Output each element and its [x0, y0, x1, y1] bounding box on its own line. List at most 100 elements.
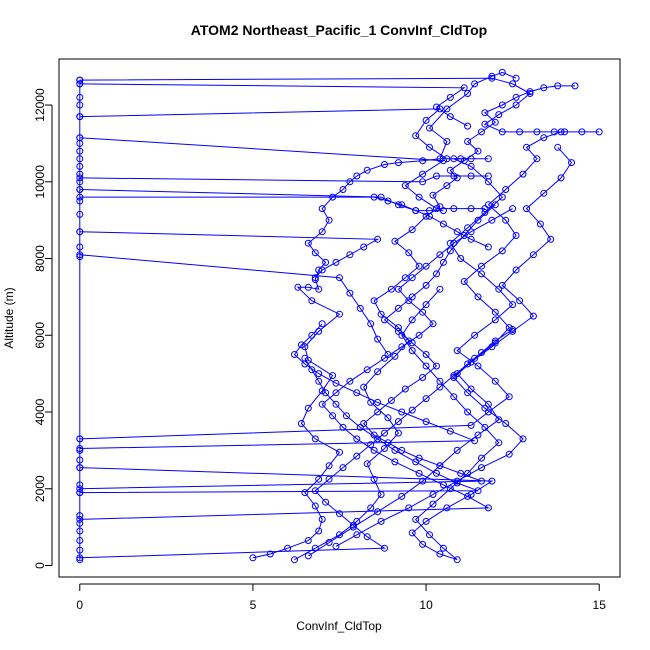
- data-point: [446, 247, 454, 255]
- data-point: [464, 360, 472, 368]
- data-point: [478, 464, 485, 472]
- y-tick-label: 12000: [33, 88, 47, 122]
- data-point: [436, 251, 444, 259]
- data-point: [377, 310, 385, 318]
- data-point: [76, 113, 84, 121]
- data-point: [356, 304, 364, 312]
- data-point: [346, 178, 354, 186]
- data-point: [374, 368, 382, 376]
- data-point: [450, 239, 458, 247]
- data-point: [311, 249, 319, 257]
- data-point: [336, 448, 343, 456]
- data-point: [297, 341, 305, 349]
- data-point: [450, 393, 458, 401]
- series-line: [79, 329, 513, 559]
- data-point: [446, 93, 454, 101]
- series-line: [79, 204, 496, 490]
- data-point: [398, 343, 406, 351]
- data-point: [370, 297, 378, 305]
- data-point: [339, 423, 347, 431]
- data-point: [308, 297, 316, 305]
- data-point: [495, 416, 503, 424]
- data-point: [415, 331, 423, 339]
- data-point: [76, 446, 84, 454]
- data-point: [464, 122, 472, 130]
- data-point: [526, 90, 534, 97]
- data-point: [491, 337, 499, 345]
- data-point: [76, 435, 84, 443]
- data-point: [557, 174, 565, 182]
- data-point: [426, 531, 433, 539]
- data-point: [457, 469, 465, 477]
- data-point: [318, 320, 326, 328]
- data-point: [360, 243, 368, 251]
- data-point: [391, 237, 399, 245]
- data-point: [474, 293, 482, 301]
- data-point: [311, 274, 319, 282]
- series-13: [76, 134, 489, 213]
- data-point: [498, 247, 506, 255]
- series-20: [76, 320, 479, 452]
- data-point: [322, 389, 330, 397]
- data-point: [467, 235, 475, 243]
- data-point: [478, 349, 485, 356]
- data-point: [315, 377, 323, 385]
- data-point: [363, 166, 371, 174]
- data-point: [76, 546, 84, 554]
- data-point: [339, 464, 347, 472]
- data-point: [353, 389, 361, 397]
- data-point: [419, 308, 427, 316]
- data-point: [405, 504, 413, 512]
- data-point: [332, 389, 340, 397]
- data-point: [76, 489, 84, 497]
- data-point: [446, 427, 454, 435]
- data-point: [533, 155, 541, 163]
- data-point: [484, 243, 492, 251]
- data-point: [433, 103, 440, 111]
- data-point: [446, 166, 454, 174]
- data-point: [474, 431, 482, 439]
- data-point: [481, 404, 489, 412]
- data-point: [467, 205, 475, 213]
- data-point: [550, 128, 558, 136]
- data-point: [481, 120, 489, 128]
- data-point: [491, 118, 499, 126]
- y-axis-label: Altitude (m): [2, 287, 16, 348]
- data-point: [76, 481, 84, 489]
- data-point: [401, 385, 409, 393]
- data-point: [76, 170, 84, 178]
- data-point: [315, 370, 323, 378]
- data-point: [453, 556, 461, 564]
- data-point: [384, 351, 392, 358]
- series-6: [76, 285, 503, 564]
- data-point: [353, 452, 361, 460]
- data-point: [523, 205, 530, 213]
- data-point: [495, 285, 503, 293]
- data-point: [315, 475, 323, 483]
- y-tick-label: 10000: [33, 165, 47, 199]
- plot-data-layer: [76, 68, 603, 564]
- data-point: [484, 408, 492, 416]
- data-point: [467, 421, 475, 429]
- data-point: [464, 389, 472, 397]
- data-point: [419, 477, 427, 485]
- data-point: [436, 105, 444, 113]
- series-18: [76, 251, 392, 358]
- series-9: [76, 326, 517, 562]
- data-point: [561, 128, 569, 136]
- data-point: [398, 492, 406, 500]
- data-point: [76, 228, 84, 236]
- data-point: [394, 285, 402, 293]
- series-17: [76, 228, 382, 282]
- data-point: [363, 533, 371, 541]
- data-point: [498, 101, 506, 109]
- data-point: [474, 147, 482, 155]
- data-point: [509, 205, 517, 213]
- data-point: [446, 113, 454, 121]
- data-point: [408, 529, 416, 537]
- data-point: [294, 283, 302, 291]
- data-point: [450, 172, 458, 180]
- data-point: [419, 170, 427, 178]
- data-point: [467, 491, 475, 498]
- data-point: [443, 105, 451, 113]
